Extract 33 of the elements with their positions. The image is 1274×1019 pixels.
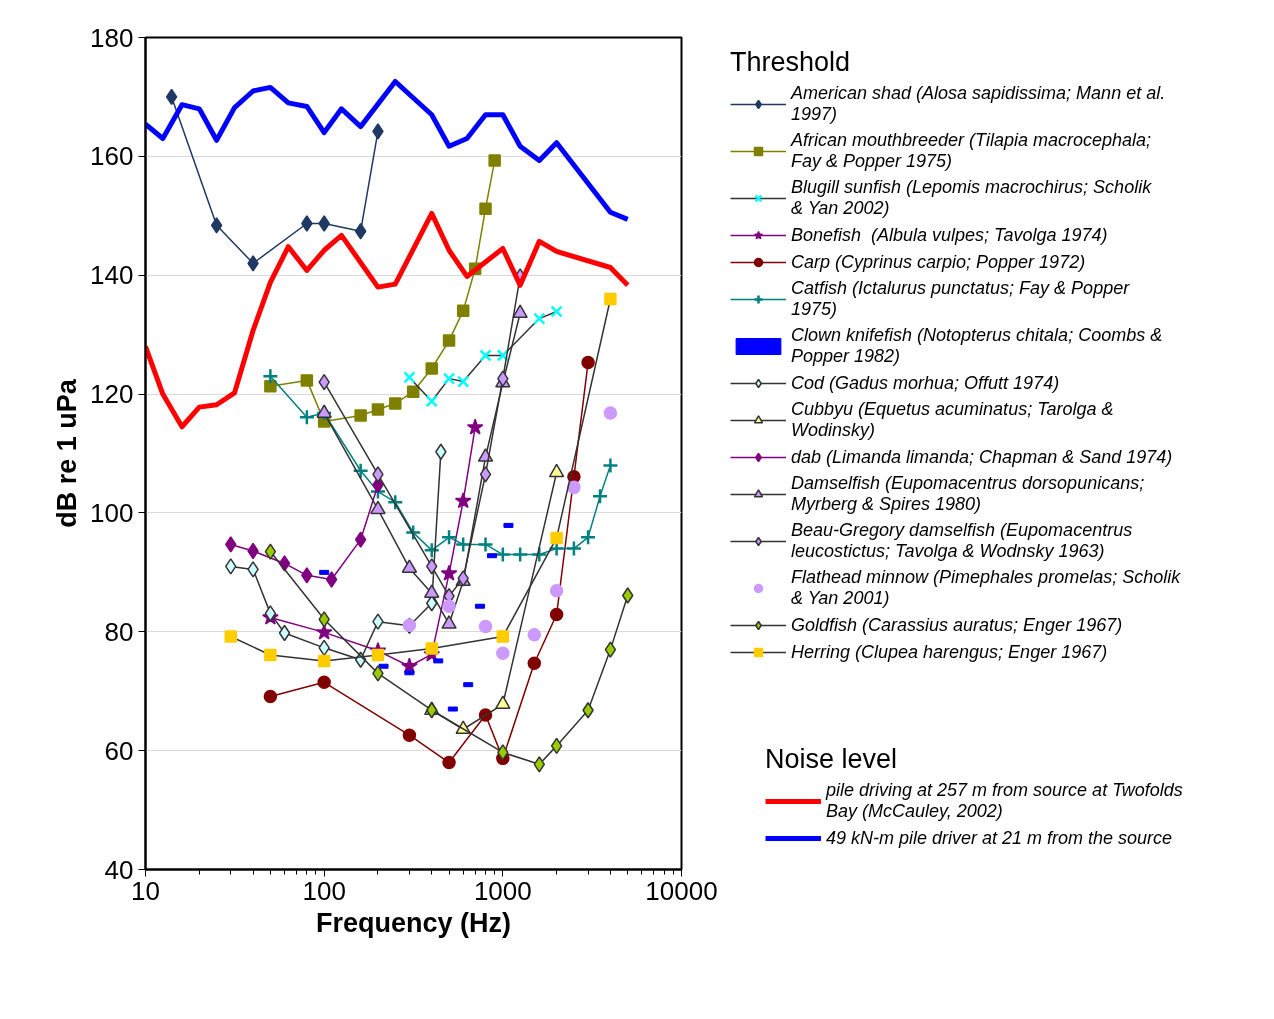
x-axis-title: Frequency (Hz)	[315, 907, 512, 938]
legend-label: Blugill sunfish (Lepomis macrochirus; Scholik & Yan 2002)	[791, 177, 1152, 219]
x-tick-label: 1000	[473, 875, 532, 906]
x-tick-label: 100	[302, 875, 346, 906]
legend-label: Cod (Gadus morhua; Offutt 1974)	[791, 372, 1060, 394]
y-axis-title: dB re 1 uPa	[52, 378, 83, 528]
legend-label: Cubbyu (Equetus acuminatus; Tarolga & Wodinsky)	[791, 399, 1114, 441]
legend-title: Threshold	[730, 47, 852, 78]
y-tick-label: 100	[90, 497, 134, 528]
legend-label: Goldfish (Carassius auratus; Enger 1967)	[791, 614, 1123, 636]
text: Noise level	[765, 744, 899, 775]
y-tick-label: 160	[90, 141, 134, 172]
legend-label: African mouthbreeder (Tilapia macrocephala; Fay & Popper 1975)	[791, 130, 1152, 172]
y-tick-label: 140	[90, 260, 134, 291]
y-tick-label: 180	[90, 22, 134, 53]
legend-label: Carp (Cyprinus carpio; Popper 1972)	[791, 251, 1086, 273]
y-tick-label: 60	[104, 735, 134, 766]
legend-label: dab (Limanda limanda; Chapman & Sand 1974)	[791, 446, 1173, 468]
y-tick-label: 120	[90, 379, 134, 410]
legend-label: Flathead minnow (Pimephales promelas; Scholik & Yan 2001)	[791, 567, 1181, 609]
x-tick-label: 10000	[645, 875, 718, 906]
legend-label: Damselfish (Eupomacentrus dorsopunicans; Myrberg & Spires 1980)	[791, 473, 1145, 515]
x-tick-label: 10	[131, 875, 160, 906]
legend-label: Catfish (Ictalurus punctatus; Fay & Popper 1975)	[791, 278, 1130, 320]
legend-label: 49 kN-m pile driver at 21 m from the source	[826, 827, 1173, 849]
legend-label: American shad (Alosa sapidissima; Mann et al. 1997)	[791, 83, 1166, 125]
y-tick-label: 80	[104, 616, 134, 647]
legend-label: pile driving at 257 m from source at Twofolds Bay (McCauley, 2002)	[826, 780, 1183, 822]
legend-label: Bonefish (Albula vulpes; Tavolga 1974)	[791, 224, 1108, 246]
legend-label: Beau-Gregory damselfish (Eupomacentrus leucostictus; Tavolga & Wodnsky 1963)	[791, 520, 1133, 562]
y-tick-label: 40	[104, 854, 134, 885]
legend-label: Clown knifefish (Notopterus chitala; Coombs & Popper 1982)	[791, 325, 1163, 367]
legend-label: Herring (Clupea harengus; Enger 1967)	[791, 641, 1108, 663]
